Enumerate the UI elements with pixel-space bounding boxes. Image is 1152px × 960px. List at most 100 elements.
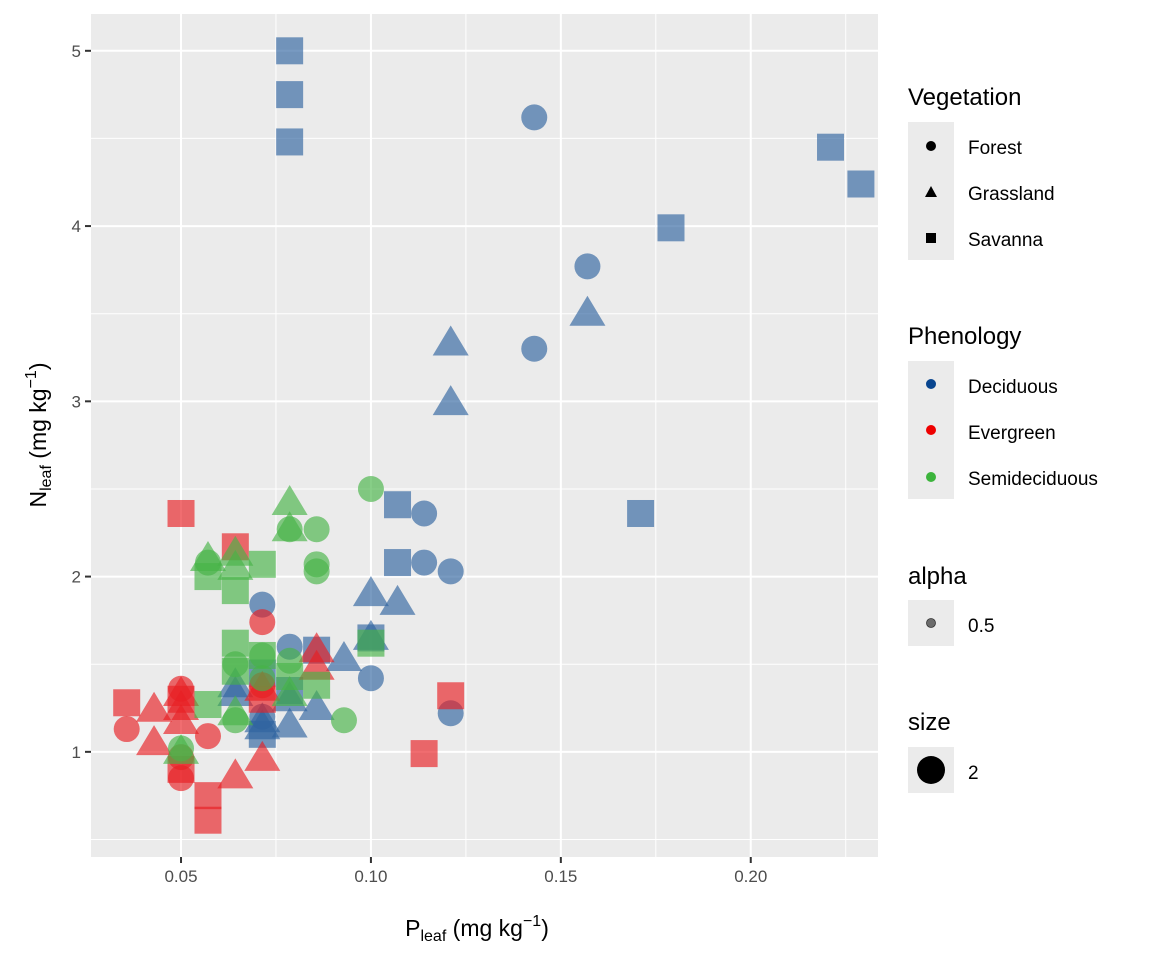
y-tick-label: 1 xyxy=(72,743,81,762)
legend-size: size 2 xyxy=(908,709,979,793)
point-savanna-semideciduous xyxy=(221,577,249,605)
point-savanna-deciduous xyxy=(627,499,655,527)
x-tick-label: 0.20 xyxy=(734,867,767,886)
point-savanna-deciduous xyxy=(384,549,412,577)
point-forest-evergreen xyxy=(249,609,276,636)
x-tick-label: 0.05 xyxy=(164,867,197,886)
point-grassland-evergreen xyxy=(217,758,254,789)
y-tick-label: 2 xyxy=(72,568,81,587)
x-tick-label: 0.10 xyxy=(354,867,387,886)
legend-alpha: alpha 0.5 xyxy=(908,563,994,646)
point-forest-deciduous xyxy=(521,104,548,131)
x-axis-title-main: P xyxy=(405,915,420,941)
y-tick-label: 3 xyxy=(72,392,81,411)
x-axis-title-sup: −1 xyxy=(523,913,541,930)
y-axis: 1 2 3 4 5 xyxy=(72,42,91,762)
y-tick-label: 4 xyxy=(72,217,81,236)
legend-label-forest: Forest xyxy=(968,138,1023,159)
point-grassland-semideciduous xyxy=(163,733,200,764)
legend-key-evergreen-dot xyxy=(926,425,936,435)
point-grassland-semideciduous xyxy=(217,695,254,726)
point-savanna-evergreen xyxy=(410,740,438,768)
legend-vegetation: Vegetation Forest Grassland Savanna xyxy=(908,84,1055,260)
grid-minor xyxy=(91,14,878,857)
point-grassland-semideciduous xyxy=(217,549,254,580)
point-forest-semideciduous xyxy=(303,516,330,543)
point-forest-semideciduous xyxy=(276,647,303,674)
y-axis-title-close: ) xyxy=(25,362,51,370)
point-grassland-evergreen xyxy=(136,691,173,722)
point-grassland-evergreen xyxy=(136,725,173,756)
legend-label-deciduous: Deciduous xyxy=(968,377,1058,398)
point-grassland-semideciduous xyxy=(271,676,308,707)
point-savanna-evergreen xyxy=(194,806,222,834)
point-grassland-deciduous xyxy=(569,295,606,326)
point-grassland-deciduous xyxy=(379,584,416,615)
point-grassland-deciduous xyxy=(432,325,469,356)
y-axis-title-sup: −1 xyxy=(23,370,40,388)
legend-title-size: size xyxy=(908,709,951,736)
legend-key-grassland-triangle xyxy=(925,186,937,197)
legend-label-alpha: 0.5 xyxy=(968,616,994,637)
legend-label-semideciduous: Semideciduous xyxy=(968,469,1098,490)
y-axis-title: Nleaf (mg kg−1) xyxy=(23,362,55,507)
point-forest-evergreen xyxy=(113,716,140,743)
legend-key-alpha-dot xyxy=(926,618,936,628)
legend-title-phenology: Phenology xyxy=(908,323,1021,350)
data-points xyxy=(113,37,875,834)
point-grassland-deciduous xyxy=(352,576,389,607)
x-axis-title-units: (mg kg xyxy=(446,915,523,941)
point-grassland-evergreen xyxy=(298,632,335,663)
point-grassland-deciduous xyxy=(325,640,362,671)
x-axis: 0.05 0.10 0.15 0.20 xyxy=(164,857,767,886)
point-savanna-deciduous xyxy=(276,37,304,65)
point-forest-deciduous xyxy=(574,253,601,280)
point-forest-evergreen xyxy=(168,765,195,792)
point-grassland-deciduous xyxy=(244,709,281,740)
point-grassland-deciduous xyxy=(432,385,469,416)
point-savanna-deciduous xyxy=(817,133,845,161)
point-forest-deciduous xyxy=(411,500,438,527)
y-axis-title-units: (mg kg xyxy=(25,388,51,465)
point-grassland-semideciduous xyxy=(189,541,226,572)
legend-key-semideciduous-dot xyxy=(926,472,936,482)
legend-key-forest-circle xyxy=(926,141,936,151)
point-forest-semideciduous xyxy=(222,651,249,678)
point-savanna-evergreen xyxy=(437,682,465,710)
point-forest-deciduous xyxy=(521,335,548,362)
legend-phenology: Phenology Deciduous Evergreen Semidecidu… xyxy=(908,323,1098,499)
legend-key-savanna-square xyxy=(926,233,936,243)
point-grassland-deciduous xyxy=(271,707,308,738)
point-savanna-evergreen xyxy=(167,499,195,527)
point-savanna-semideciduous xyxy=(248,550,276,578)
point-savanna-evergreen xyxy=(113,689,141,717)
legend-title-vegetation: Vegetation xyxy=(908,84,1021,111)
point-grassland-semideciduous xyxy=(271,511,308,542)
point-grassland-evergreen xyxy=(244,740,281,771)
y-axis-title-sub: leaf xyxy=(38,465,55,491)
point-forest-deciduous xyxy=(411,549,438,576)
legend-key-deciduous-dot xyxy=(926,379,936,389)
plot-panel xyxy=(91,14,878,857)
x-axis-title: Pleaf (mg kg−1) xyxy=(405,913,549,945)
x-axis-title-sub: leaf xyxy=(420,928,446,945)
legend-label-savanna: Savanna xyxy=(968,230,1043,251)
point-forest-deciduous xyxy=(437,558,464,585)
point-savanna-semideciduous xyxy=(194,691,222,719)
point-grassland-evergreen xyxy=(163,704,200,735)
point-forest-deciduous xyxy=(357,665,384,692)
point-forest-semideciduous xyxy=(330,707,357,734)
legend-label-size: 2 xyxy=(968,763,979,784)
y-axis-title-main: N xyxy=(25,491,51,508)
point-savanna-semideciduous xyxy=(303,671,331,699)
point-forest-semideciduous xyxy=(357,475,384,502)
point-savanna-evergreen xyxy=(194,782,222,810)
point-forest-evergreen xyxy=(194,723,221,750)
x-axis-title-close: ) xyxy=(541,915,549,941)
x-tick-label: 0.15 xyxy=(544,867,577,886)
point-savanna-deciduous xyxy=(276,81,304,109)
point-forest-semideciduous xyxy=(249,642,276,669)
point-grassland-deciduous xyxy=(217,676,254,707)
legend-key-size-dot xyxy=(917,756,945,784)
